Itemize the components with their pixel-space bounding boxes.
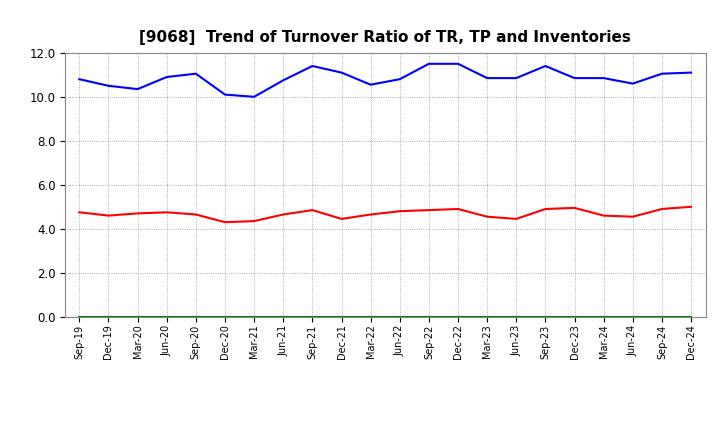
Title: [9068]  Trend of Turnover Ratio of TR, TP and Inventories: [9068] Trend of Turnover Ratio of TR, TP…: [139, 29, 631, 45]
